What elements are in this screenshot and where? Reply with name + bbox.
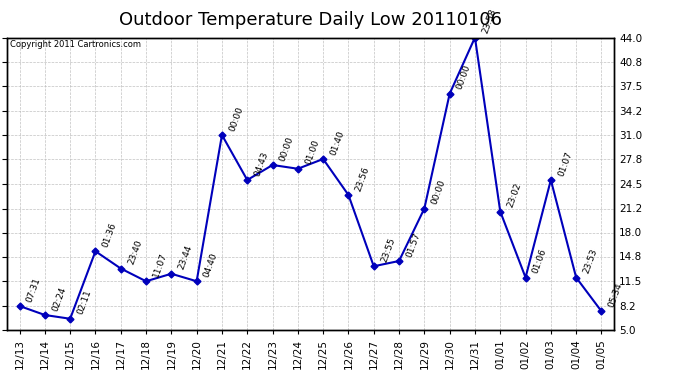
Text: 04:43: 04:43 [253,150,270,177]
Text: 23:55: 23:55 [380,236,397,264]
Text: 00:00: 00:00 [430,178,447,206]
Text: 04:40: 04:40 [202,251,219,279]
Text: 23:02: 23:02 [506,182,523,209]
Text: 01:40: 01:40 [328,129,346,156]
Text: 01:07: 01:07 [556,150,573,177]
Text: 23:58: 23:58 [480,8,497,35]
Text: 00:00: 00:00 [278,135,295,162]
Text: 01:06: 01:06 [531,248,549,275]
Text: 23:56: 23:56 [354,165,371,192]
Text: 01:36: 01:36 [101,221,118,249]
Text: Outdoor Temperature Daily Low 20110106: Outdoor Temperature Daily Low 20110106 [119,11,502,29]
Text: 00:00: 00:00 [228,105,245,132]
Text: Copyright 2011 Cartronics.com: Copyright 2011 Cartronics.com [10,40,141,50]
Text: 23:53: 23:53 [582,248,599,275]
Text: 07:31: 07:31 [25,276,42,303]
Text: 01:00: 01:00 [304,139,321,166]
Text: 11:07: 11:07 [152,251,169,279]
Text: 02:24: 02:24 [50,285,68,312]
Text: 00:00: 00:00 [455,64,473,91]
Text: 23:44: 23:44 [177,244,194,271]
Text: 23:40: 23:40 [126,238,144,266]
Text: 05:34: 05:34 [607,281,624,309]
Text: 01:57: 01:57 [404,231,422,258]
Text: 02:11: 02:11 [76,289,93,316]
